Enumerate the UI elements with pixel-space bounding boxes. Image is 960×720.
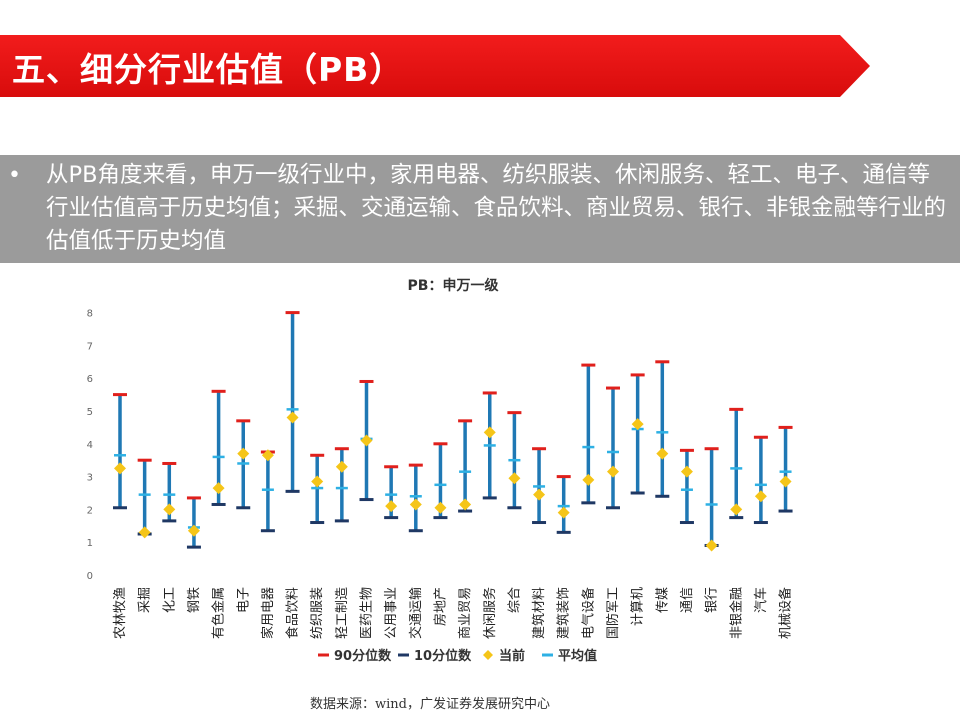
current-marker (163, 503, 176, 516)
current-marker (138, 526, 151, 539)
current-marker (114, 462, 126, 475)
current-marker (385, 500, 398, 513)
category-label: 电气设备 (580, 587, 596, 639)
category-label: 钢铁 (187, 587, 202, 613)
current-marker (360, 434, 373, 447)
current-marker (261, 449, 274, 462)
y-tick-label: 5 (87, 407, 93, 418)
current-marker (459, 498, 472, 511)
category-label: 传媒 (655, 587, 670, 613)
category-label: 房地产 (432, 587, 448, 626)
category-label: 建筑材料 (531, 587, 547, 639)
category-label: 交通运输 (408, 587, 424, 639)
current-marker (434, 501, 447, 514)
current-marker (483, 426, 496, 439)
category-label: 纺织服装 (310, 587, 325, 639)
legend-swatch (483, 650, 493, 660)
data-source: 数据来源：wind，广发证券发展研究中心 (310, 697, 550, 712)
category-label: 采掘 (138, 587, 153, 613)
current-marker (680, 465, 693, 478)
current-marker (409, 498, 422, 511)
page-title: 五、细分行业估值（PB） (12, 50, 404, 89)
category-label: 商业贸易 (458, 587, 473, 639)
pb-chart: PB：申万一级 0 1 2 3 4 5 6 7 8 农林牧渔 采掘 化工 钢铁 有色金属 电子 家用电器 食品饮料… (87, 277, 794, 664)
category-label: 休闲服务 (482, 587, 498, 639)
legend-label: 平均值 (558, 648, 597, 664)
category-label: 通信 (680, 587, 695, 613)
y-tick-label: 3 (87, 473, 93, 484)
category-label: 医药生物 (360, 587, 375, 639)
chart-title: PB：申万一级 (408, 277, 500, 294)
y-tick-label: 1 (87, 538, 93, 549)
category-label: 食品饮料 (285, 587, 301, 639)
y-tick-label: 0 (87, 571, 93, 582)
category-label: 国防军工 (605, 587, 621, 639)
legend-label: 10分位数 (414, 648, 472, 664)
category-label: 农林牧渔 (113, 587, 128, 639)
current-marker (656, 447, 669, 460)
category-label: 机械设备 (778, 587, 794, 639)
y-tick-label: 2 (87, 505, 93, 516)
category-label: 化工 (162, 587, 177, 613)
category-label: 公用事业 (384, 587, 399, 639)
category-label: 家用电器 (260, 587, 276, 639)
category-label: 综合 (507, 587, 522, 613)
current-marker (607, 465, 619, 478)
title-bar: 五、细分行业估值（PB） (0, 35, 870, 97)
current-marker (533, 488, 546, 501)
y-tick-label: 4 (87, 440, 93, 451)
category-label: 非银金融 (728, 587, 744, 639)
summary-box: • 从PB角度来看，申万一级行业中，家用电器、纺织服装、休闲服务、轻工、电子、通… (0, 155, 960, 263)
current-marker (311, 475, 324, 488)
current-marker (237, 447, 250, 460)
y-tick-label: 7 (87, 341, 93, 352)
current-marker (779, 475, 792, 488)
current-marker (754, 490, 767, 503)
bullet-icon: • (8, 163, 21, 188)
current-marker (508, 472, 521, 485)
category-label: 建筑装饰 (556, 587, 572, 639)
category-label: 计算机 (631, 587, 646, 626)
current-marker (187, 524, 200, 537)
current-marker (557, 506, 570, 519)
category-label: 汽车 (753, 587, 769, 613)
current-marker (631, 418, 644, 431)
y-tick-label: 6 (87, 374, 93, 385)
current-marker (582, 473, 595, 486)
legend-label: 90分位数 (334, 648, 392, 664)
current-marker (730, 503, 743, 516)
current-marker (705, 539, 718, 552)
current-marker (286, 411, 299, 424)
current-marker (335, 460, 348, 473)
y-tick-label: 8 (87, 309, 93, 320)
legend-label: 当前 (499, 648, 525, 664)
category-label: 有色金属 (211, 587, 227, 639)
summary-text: 从PB角度来看，申万一级行业中，家用电器、纺织服装、休闲服务、轻工、电子、通信等… (46, 162, 947, 254)
category-label: 电子 (236, 587, 251, 613)
category-label: 银行 (705, 587, 720, 613)
category-label: 轻工制造 (335, 587, 350, 639)
current-marker (212, 482, 225, 495)
